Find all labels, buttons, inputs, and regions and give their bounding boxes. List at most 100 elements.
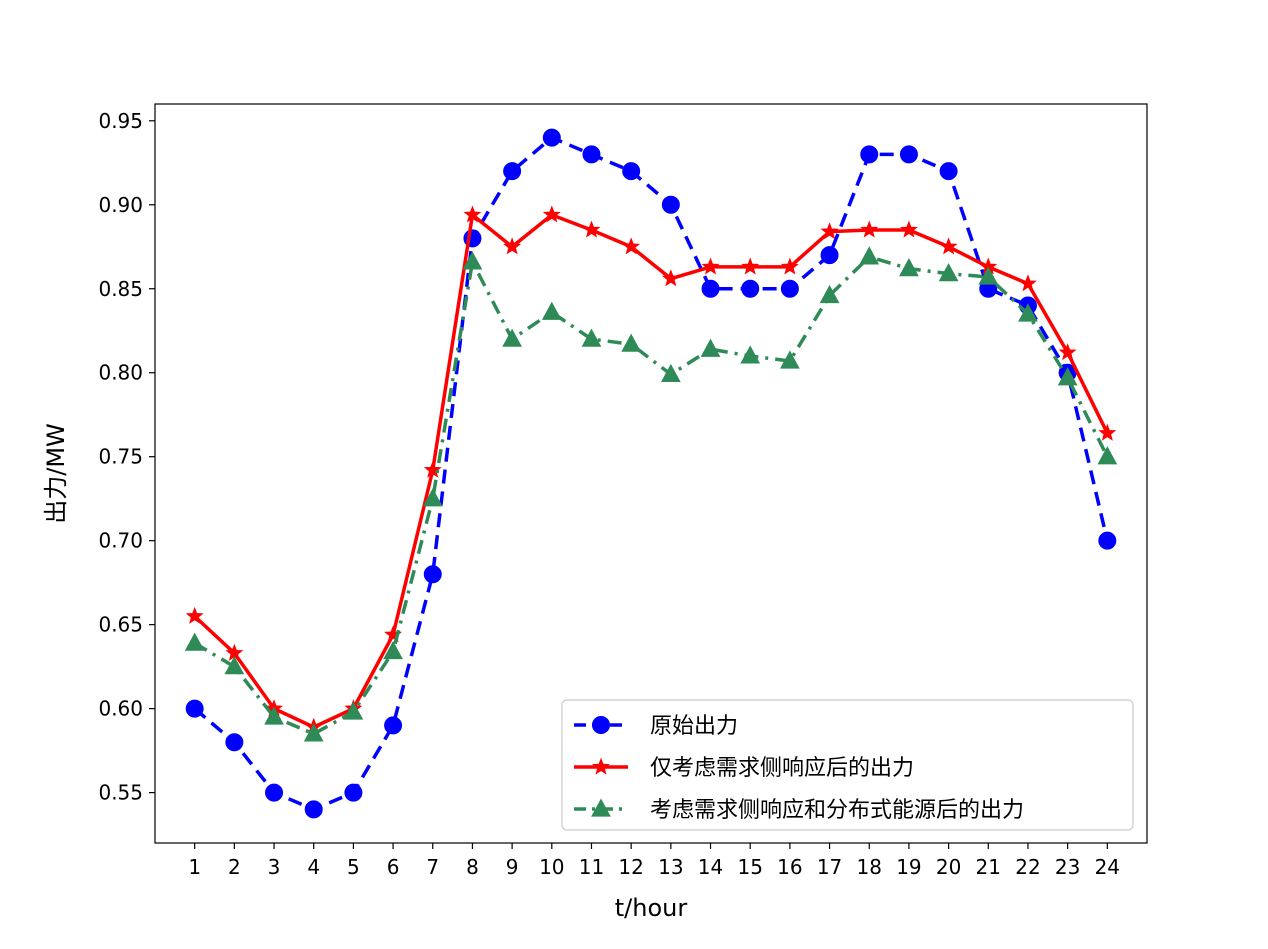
data-point <box>184 632 205 651</box>
data-point <box>701 257 720 275</box>
data-point <box>343 701 364 720</box>
legend-item-1: 原始出力 <box>574 714 738 739</box>
x-tick-label: 17 <box>817 855 842 879</box>
data-point <box>819 284 840 304</box>
data-point <box>780 257 799 275</box>
series-line <box>193 135 1110 812</box>
x-tick-label: 3 <box>268 855 281 879</box>
y-tick-label: 0.90 <box>98 193 143 217</box>
x-tick-label: 5 <box>347 855 360 879</box>
data-point <box>502 328 522 347</box>
data-point <box>422 488 443 507</box>
legend-item-3: 考虑需求侧响应和分布式能源后的出力 <box>574 798 1024 823</box>
data-point <box>780 279 799 298</box>
x-tick-label: 14 <box>698 855 723 879</box>
y-tick-label: 0.55 <box>98 781 143 805</box>
y-tick-label: 0.95 <box>98 109 143 133</box>
x-tick-label: 7 <box>426 855 439 879</box>
data-point <box>859 246 880 265</box>
data-point <box>503 237 522 255</box>
data-point <box>939 162 958 181</box>
data-point <box>622 237 641 255</box>
data-point <box>463 205 482 223</box>
data-point <box>1098 423 1117 441</box>
data-point <box>1057 367 1078 386</box>
y-tick-label: 0.85 <box>98 277 143 301</box>
x-tick-label: 6 <box>387 855 400 879</box>
data-point <box>978 266 999 285</box>
data-point <box>224 656 245 675</box>
data-point <box>303 723 324 742</box>
data-point <box>225 733 244 752</box>
legend-item-2: 仅考虑需求侧响应后的出力 <box>574 756 914 781</box>
x-tick-label: 20 <box>936 855 961 879</box>
data-point <box>820 222 839 240</box>
x-tick-label: 10 <box>539 855 564 879</box>
data-point <box>661 269 680 287</box>
x-tick-label: 15 <box>737 855 762 879</box>
data-point <box>304 800 323 819</box>
data-point <box>938 263 959 282</box>
x-tick-label: 4 <box>307 855 320 879</box>
data-point <box>660 363 681 383</box>
data-point <box>1058 343 1077 361</box>
legend-label: 考虑需求侧响应和分布式能源后的出力 <box>650 798 1024 823</box>
data-point <box>1097 446 1118 465</box>
data-point <box>423 565 442 584</box>
x-tick-label: 19 <box>896 855 921 879</box>
data-point <box>542 128 561 147</box>
data-point <box>899 145 918 164</box>
data-point <box>1098 531 1117 550</box>
y-tick-label: 0.70 <box>98 529 143 553</box>
x-tick-label: 9 <box>506 855 519 879</box>
x-tick-label: 8 <box>466 855 479 879</box>
legend-label: 原始出力 <box>650 714 738 739</box>
data-point <box>741 279 760 298</box>
legend-label: 仅考虑需求侧响应后的出力 <box>650 756 914 781</box>
y-tick-label: 0.75 <box>98 445 143 469</box>
data-point <box>700 338 721 357</box>
data-point <box>384 716 403 735</box>
data-point <box>582 220 601 238</box>
data-point <box>860 145 879 164</box>
plot-frame <box>154 103 1148 844</box>
x-tick-label: 21 <box>976 855 1001 879</box>
data-point <box>741 257 760 275</box>
data-point <box>542 205 561 223</box>
data-point <box>503 162 522 181</box>
data-point <box>899 258 919 277</box>
y-tick-label: 0.65 <box>98 613 143 637</box>
data-point <box>582 145 601 164</box>
y-tick-label: 0.60 <box>98 697 143 721</box>
data-point <box>423 460 442 478</box>
data-point <box>264 706 284 725</box>
x-tick-label: 18 <box>857 855 882 879</box>
x-axis-label: t/hour <box>615 894 688 922</box>
x-tick-label: 1 <box>188 855 201 879</box>
series-2 <box>185 205 1117 735</box>
data-point <box>185 606 204 624</box>
legend-marker <box>591 798 611 817</box>
legend-box <box>561 699 1134 831</box>
data-point <box>185 699 204 718</box>
data-point <box>1018 303 1038 322</box>
data-point <box>780 350 800 369</box>
data-point <box>383 640 403 660</box>
data-point <box>820 246 839 265</box>
legend-marker <box>592 716 610 734</box>
x-tick-label: 12 <box>618 855 643 879</box>
data-point <box>740 345 761 364</box>
x-tick-label: 24 <box>1095 855 1120 879</box>
x-tick-label: 23 <box>1055 855 1080 879</box>
x-tick-label: 2 <box>228 855 241 879</box>
data-point <box>621 333 642 352</box>
y-tick-label: 0.80 <box>98 361 143 385</box>
data-point <box>701 279 720 298</box>
data-point <box>541 301 562 320</box>
data-point <box>265 783 284 802</box>
data-point <box>1019 274 1037 292</box>
series-3 <box>184 246 1118 742</box>
y-axis-label: 出力/MW <box>42 423 70 524</box>
